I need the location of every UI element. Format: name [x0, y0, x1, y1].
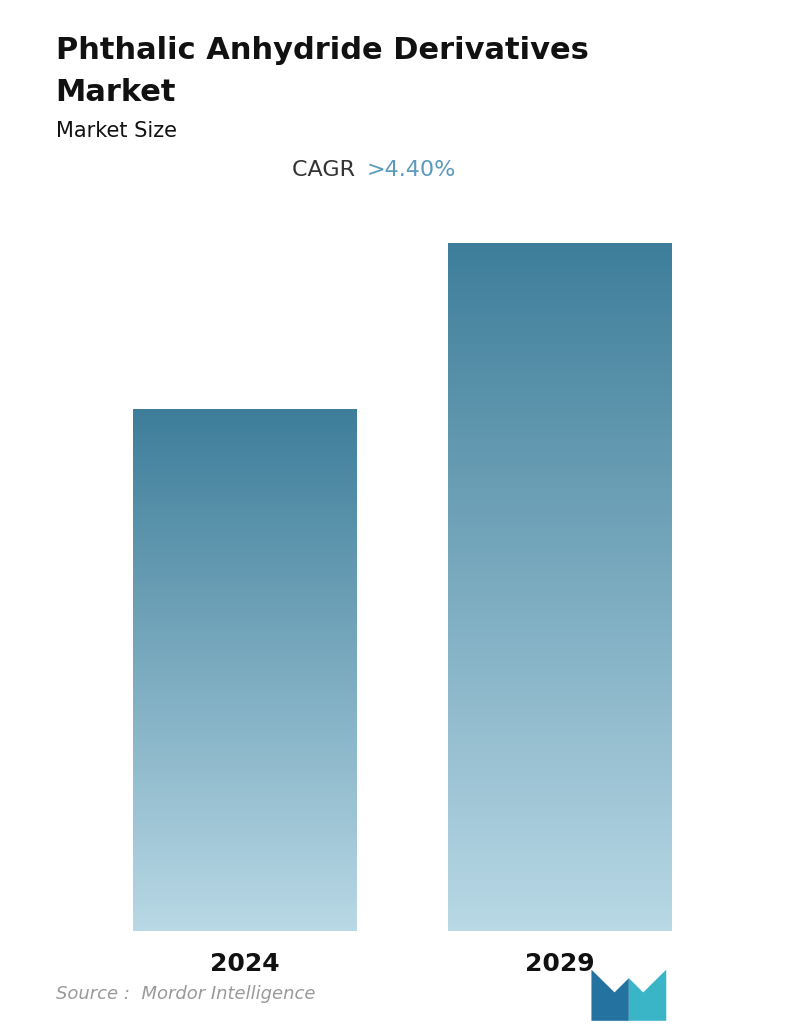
Text: Market: Market	[56, 78, 176, 107]
Polygon shape	[591, 970, 629, 1021]
Polygon shape	[629, 970, 666, 1021]
Text: CAGR: CAGR	[292, 160, 362, 180]
Text: Source :  Mordor Intelligence: Source : Mordor Intelligence	[56, 985, 315, 1003]
Text: Market Size: Market Size	[56, 121, 177, 141]
Text: >4.40%: >4.40%	[366, 160, 455, 180]
Text: Phthalic Anhydride Derivatives: Phthalic Anhydride Derivatives	[56, 36, 588, 65]
